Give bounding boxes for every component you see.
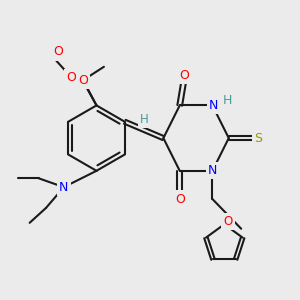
Text: N: N — [208, 164, 217, 177]
Text: O: O — [53, 45, 63, 58]
Text: O: O — [179, 69, 189, 82]
Text: O: O — [78, 74, 88, 87]
Text: H: H — [223, 94, 232, 107]
Text: O: O — [66, 71, 76, 84]
Text: N: N — [209, 99, 219, 112]
Text: N: N — [59, 181, 68, 194]
Text: O: O — [175, 193, 185, 206]
Text: S: S — [254, 132, 262, 145]
Text: H: H — [140, 113, 148, 126]
Text: O: O — [223, 215, 232, 228]
